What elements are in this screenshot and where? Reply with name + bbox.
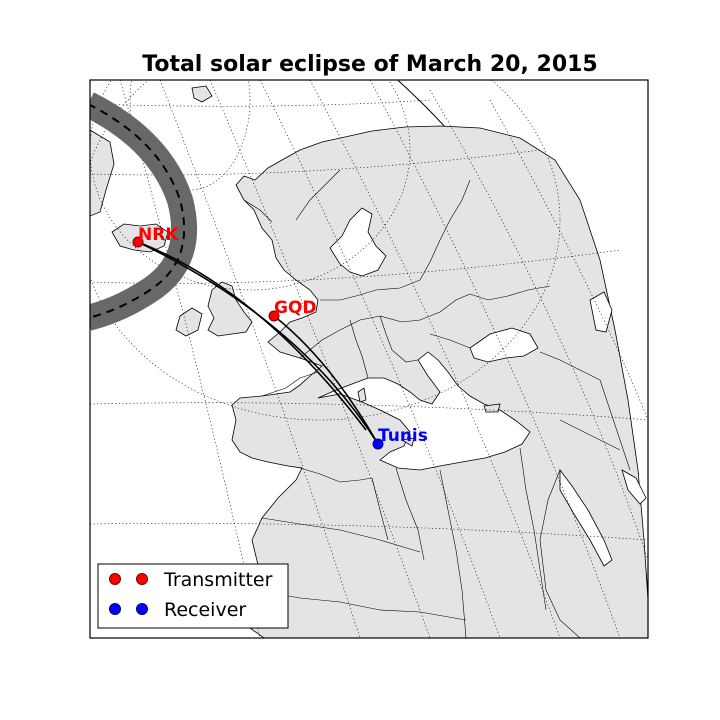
receiver-marker-tunis [372,438,384,450]
persian-gulf [621,469,647,505]
land-islands [357,387,501,447]
transmitter-marker-nrk [132,236,144,248]
legend-receiver-label: Receiver [164,599,246,621]
transmitter-label-gqd: GQD [274,298,317,318]
country-borders [243,169,631,638]
land-ireland [175,307,203,337]
path-gqd-tunis [273,315,379,445]
legend-transmitter-marker-2 [136,573,148,585]
land-svalbard [191,85,213,103]
baltic-sea [329,207,387,277]
map-frame [89,79,649,639]
transmitter-marker-gqd [268,310,280,322]
path-nrk-tunis-arc [137,241,367,431]
legend-receiver-marker-1 [109,603,121,615]
graticule [90,80,648,638]
map-title: Total solar eclipse of March 20, 2015 [142,52,598,77]
path-nrk-tunis [137,241,379,445]
legend: Transmitter Receiver [97,563,289,629]
legend-receiver-marker-2 [136,603,148,615]
eclipse-centerline [90,103,186,319]
propagation-paths [137,241,379,445]
black-sea [469,327,539,363]
mediterranean-sea [317,351,531,471]
receiver-label-tunis: Tunis [378,426,428,446]
legend-transmitter-marker-1 [109,573,121,585]
red-sea [559,468,613,567]
transmitter-label-nrk: NRK [138,225,179,245]
land-greenland [90,129,115,217]
land-great-britain [207,281,253,337]
legend-transmitter-label: Transmitter [163,569,273,591]
legend-box [97,563,289,629]
